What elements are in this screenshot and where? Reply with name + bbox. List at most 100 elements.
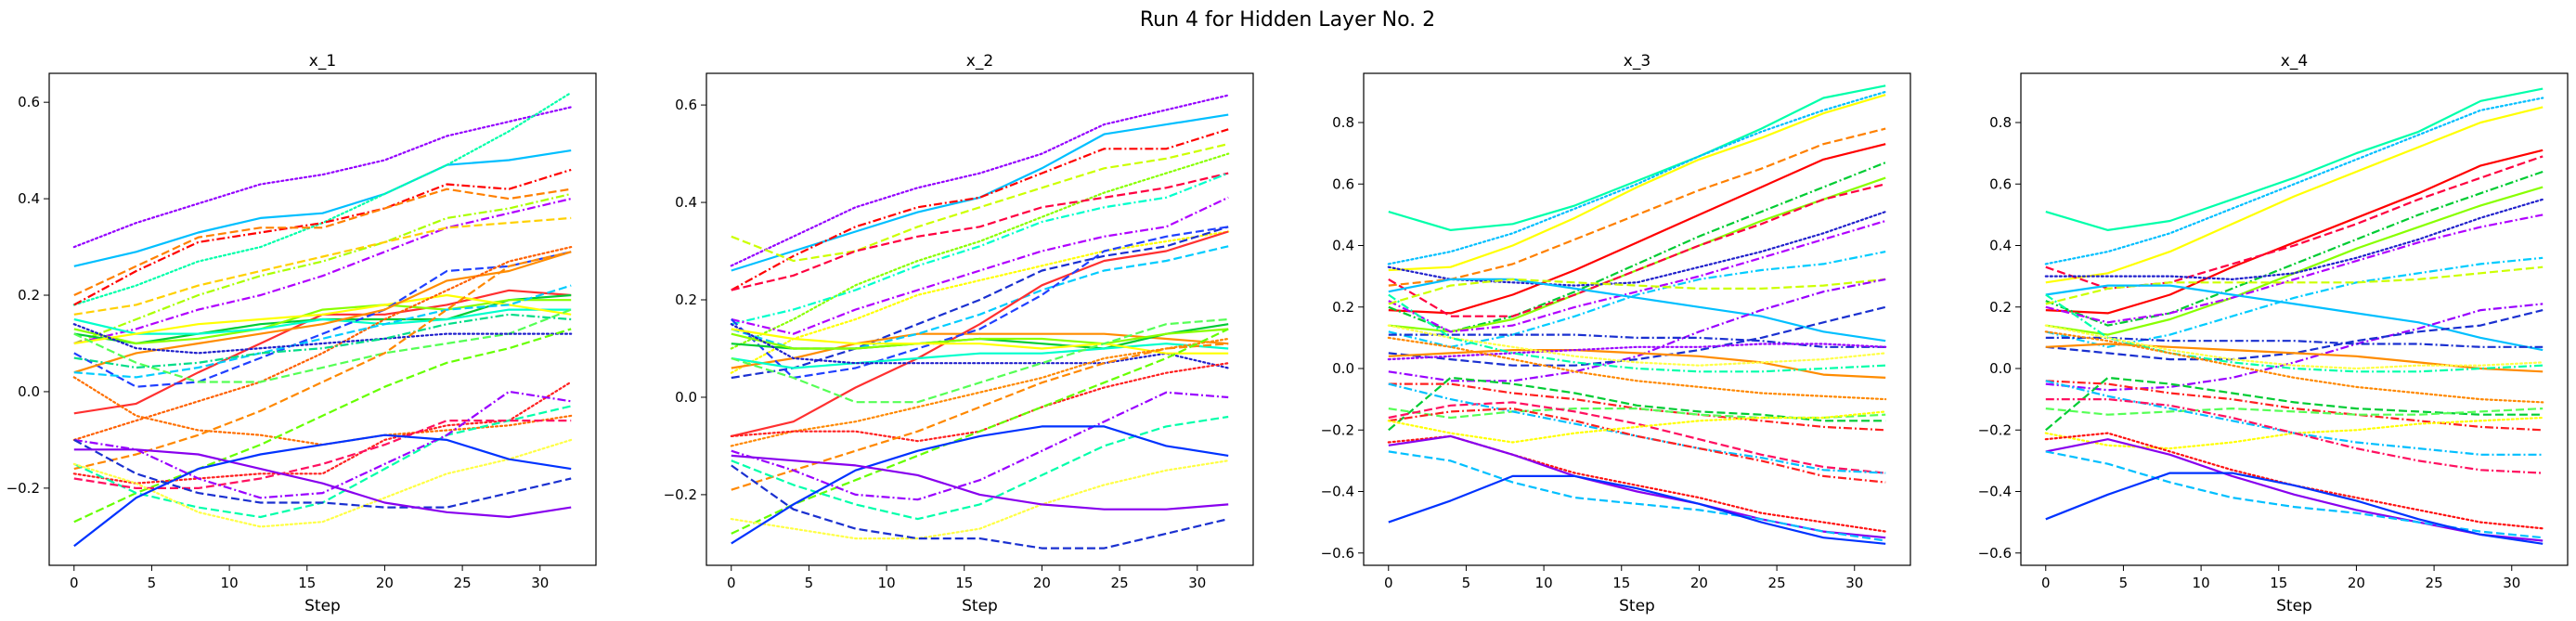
y-tick-label: 0.0: [1989, 360, 2012, 377]
y-tick-label: 0.8: [1332, 114, 1354, 131]
y-tick-label: 0.2: [18, 287, 40, 304]
x-tick-label: 30: [1188, 575, 1206, 591]
series-line-1: [2045, 87, 2544, 231]
subplot-title: x_1: [309, 52, 336, 71]
series-line-1: [730, 94, 1230, 267]
series-line-16: [1388, 333, 1886, 348]
series-line-20: [1388, 293, 1886, 373]
series-line-18: [730, 323, 1230, 369]
series-line-5: [73, 188, 572, 296]
x-axis-label: Step: [1619, 597, 1655, 615]
series-line-29: [731, 454, 1229, 511]
subplot-4: 0 5 10 15 20 25 30 −0.6 −0.4 −0.2 0.0 0.2 0.4 0.6 0.8 x…: [1978, 52, 2569, 615]
series-line-2: [731, 113, 1229, 272]
y-tick-label: −0.2: [6, 480, 40, 497]
series-line-24: [1388, 408, 1886, 420]
series-line-18: [1387, 343, 1887, 361]
series-line-8: [1388, 183, 1886, 317]
y-tick-label: 0.6: [1989, 175, 2012, 192]
series-line-13: [1388, 278, 1886, 305]
series-line-25: [731, 391, 1229, 501]
series-line-26: [73, 420, 572, 490]
series-line-21: [1387, 336, 1887, 401]
subplot-2: 0 5 10 15 20 25 30 −0.2 0.0 0.2 0.4 0.6 x_2 Step: [664, 52, 1254, 615]
series-line-14: [1388, 278, 1886, 382]
figure-title: Run 4 for Hidden Layer No. 2: [1140, 8, 1435, 32]
series-line-31: [73, 433, 572, 548]
y-tick-label: −0.2: [1321, 421, 1354, 438]
x-tick-label: 5: [148, 575, 157, 591]
series-line-7: [731, 172, 1229, 326]
x-tick-label: 30: [531, 575, 549, 591]
series-line-1: [73, 149, 572, 267]
plot-frame: [1363, 72, 1911, 566]
x-tick-label: 0: [1384, 575, 1393, 591]
series-line-22: [73, 251, 572, 471]
subplot-title: x_2: [966, 52, 993, 71]
series-line-17: [1388, 349, 1886, 379]
series-line-29: [2045, 472, 2544, 545]
series-line-26: [731, 415, 1229, 521]
series-line-12: [2045, 284, 2544, 352]
series-line-7: [73, 198, 572, 345]
series-line-3: [731, 128, 1229, 291]
x-tick-label: 15: [298, 575, 316, 591]
series-group: [2044, 87, 2544, 545]
series-line-9: [1387, 211, 1887, 287]
series-line-25: [73, 405, 572, 519]
series-line-13: [2045, 303, 2544, 392]
series-line-28: [2045, 450, 2544, 539]
series-line-11: [1388, 251, 1886, 348]
series-line-29: [73, 438, 572, 509]
y-tick-label: 0.6: [18, 94, 40, 110]
x-tick-label: 25: [1111, 575, 1129, 591]
series-line-24: [2045, 380, 2544, 456]
x-tick-label: 0: [70, 575, 79, 591]
x-tick-label: 20: [376, 575, 394, 591]
series-line-18: [2044, 324, 2544, 370]
series-line-7: [2045, 186, 2544, 336]
y-tick-label: −0.6: [1978, 545, 2012, 562]
y-tick-label: 0.2: [675, 291, 697, 308]
plot-frame: [705, 72, 1254, 566]
x-tick-label: 20: [2348, 575, 2365, 591]
y-tick-label: 0.2: [1989, 299, 2012, 316]
series-line-10: [2045, 256, 2544, 348]
series-line-28: [73, 390, 572, 499]
series-line-6: [731, 172, 1229, 291]
series-group: [730, 94, 1230, 550]
x-tick-label: 25: [454, 575, 472, 591]
series-line-2: [1387, 90, 1887, 265]
series-line-4: [73, 168, 572, 306]
series-line-17: [731, 343, 1229, 369]
series-line-5: [1388, 143, 1886, 315]
series-line-18: [73, 308, 572, 383]
y-tick-label: 0.8: [1989, 114, 2012, 131]
x-tick-label: 15: [1612, 575, 1630, 591]
series-line-23: [731, 343, 1229, 491]
series-line-26: [2044, 432, 2544, 530]
series-line-6: [1388, 162, 1886, 333]
series-line-14: [73, 251, 572, 388]
series-line-14: [731, 226, 1229, 380]
series-line-27: [730, 459, 1230, 540]
series-group: [72, 91, 573, 548]
x-tick-label: 15: [955, 575, 973, 591]
series-line-4: [731, 143, 1229, 263]
series-line-22: [2045, 408, 2544, 416]
subplot-title: x_3: [1624, 52, 1650, 71]
series-line-31: [1388, 450, 1886, 542]
x-tick-label: 25: [1768, 575, 1786, 591]
series-line-29: [1387, 434, 1887, 533]
y-tick-label: −0.4: [1321, 484, 1354, 500]
subplot-title: x_4: [2281, 52, 2308, 71]
series-line-30: [1388, 434, 1886, 539]
series-line-25: [1388, 401, 1886, 474]
series-line-10: [1388, 219, 1886, 333]
y-tick-label: −0.6: [1321, 545, 1354, 562]
series-line-2: [2044, 97, 2544, 265]
series-line-3: [2045, 106, 2544, 284]
series-line-8: [73, 216, 572, 316]
series-line-9: [2045, 213, 2544, 324]
